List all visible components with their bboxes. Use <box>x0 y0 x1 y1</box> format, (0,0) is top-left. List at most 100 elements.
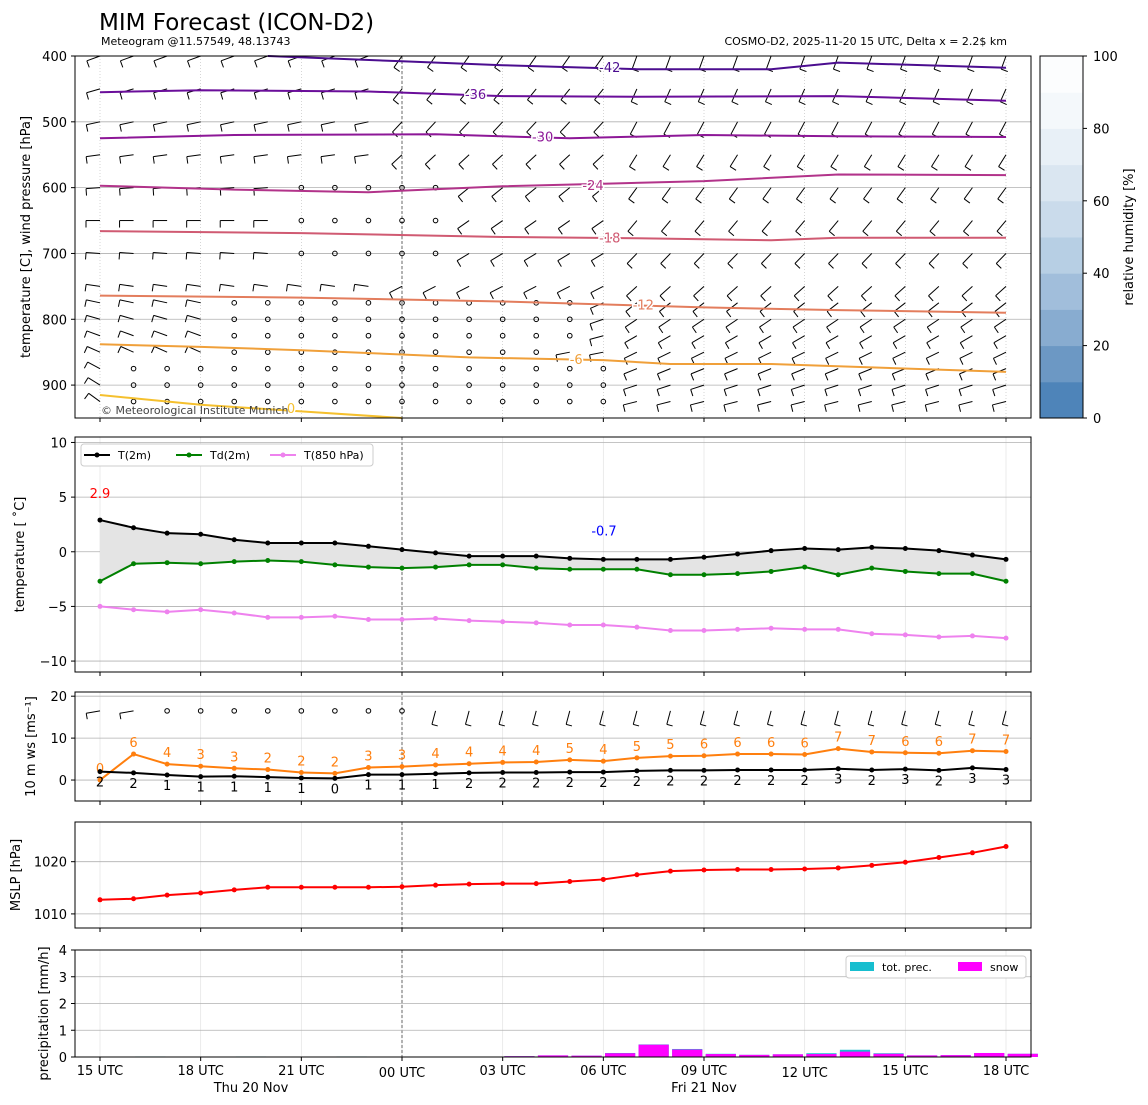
wind-barb <box>87 346 101 353</box>
wind-barb-flag <box>187 60 191 68</box>
wind-barb <box>320 283 335 287</box>
data-label: 4 <box>532 744 540 759</box>
wind-barb <box>465 710 470 725</box>
wind-barb-flag <box>891 373 896 381</box>
wind-barb <box>893 318 906 328</box>
wind-barb <box>693 285 705 297</box>
wind-barb <box>85 187 101 190</box>
series-point <box>399 764 405 770</box>
wind-barb-flag <box>660 263 667 269</box>
y-axis-label: precipitation [mm/h] <box>37 946 52 1080</box>
wind-barb <box>85 251 101 254</box>
wind-barb-flag <box>532 723 539 727</box>
wind-barb <box>690 401 705 406</box>
wind-barb <box>523 285 537 294</box>
wind-barb-calm <box>332 217 338 224</box>
series-point <box>869 767 875 773</box>
series-point <box>835 626 841 632</box>
series-point <box>298 769 304 775</box>
wind-barb <box>960 335 973 344</box>
wind-barb <box>963 220 973 232</box>
wind-barb <box>825 351 839 359</box>
wind-barb-calm <box>365 316 372 323</box>
day-label: Fri 21 Nov <box>671 1081 737 1096</box>
wind-barb-flag <box>666 723 673 727</box>
wind-barb-calm <box>264 332 271 339</box>
wind-barb-flag <box>86 92 89 100</box>
wind-barb-flag <box>524 196 531 203</box>
wind-barb <box>862 220 873 232</box>
wind-barb-flag <box>963 198 971 204</box>
wind-barb <box>695 187 705 200</box>
mslp-line <box>99 845 1007 901</box>
wind-barb <box>828 253 839 264</box>
wind-barb <box>557 253 571 262</box>
y-tick-label: 0 <box>59 774 67 789</box>
wind-barb <box>320 154 335 158</box>
wind-barb <box>894 285 906 297</box>
mslp-point <box>433 882 439 888</box>
wind-barb-flag <box>900 68 908 73</box>
data-label: 2 <box>532 776 540 791</box>
mslp-point <box>298 884 304 890</box>
wind-barb-flag <box>490 228 496 235</box>
wind-barb-calm <box>332 708 338 714</box>
wind-barb <box>925 401 940 406</box>
wind-barb <box>154 346 168 353</box>
wind-barb-flag <box>992 358 997 365</box>
data-label: 6 <box>129 736 137 751</box>
series-point <box>936 750 942 756</box>
wind-barb <box>431 710 437 725</box>
wind-barb <box>968 710 973 725</box>
wind-barb-calm <box>197 365 204 372</box>
series-point <box>164 761 170 767</box>
wind-barb-flag <box>218 284 221 292</box>
mslp-point <box>399 884 405 890</box>
wind-barb-flag <box>895 263 901 269</box>
wind-barb <box>758 351 772 359</box>
wind-barb-flag <box>83 346 88 354</box>
wind-barb-flag <box>119 713 122 720</box>
data-label: 3 <box>968 772 976 787</box>
wind-barb <box>589 335 604 340</box>
wind-barb-flag <box>830 166 838 171</box>
wind-barb-flag <box>527 67 535 72</box>
mslp-point <box>365 884 371 890</box>
data-label: 6 <box>733 736 741 751</box>
wind-barb <box>457 187 470 197</box>
series-point <box>567 566 573 572</box>
wind-barb-calm <box>231 300 238 306</box>
wind-barb-calm <box>231 349 238 355</box>
wind-barb <box>761 253 772 264</box>
data-label: 4 <box>163 746 171 761</box>
series-point <box>869 631 875 637</box>
wind-barb <box>760 285 772 297</box>
wind-barb-calm <box>399 332 405 339</box>
wind-barb <box>995 285 1007 297</box>
wind-barb <box>599 710 604 725</box>
wind-barb-calm <box>231 398 238 405</box>
series-point <box>835 572 841 578</box>
wind-barb <box>993 335 1007 344</box>
wind-barb-flag <box>623 389 627 397</box>
wind-barb <box>491 187 503 197</box>
wind-barb <box>460 55 470 68</box>
wind-barb-flag <box>287 60 292 68</box>
wind-barb-calm <box>600 382 607 388</box>
data-label: 1 <box>364 779 372 794</box>
wind-barb-flag <box>857 404 861 412</box>
series-point <box>332 775 338 781</box>
wind-barb-flag <box>758 342 763 350</box>
wind-barb <box>354 283 369 287</box>
mslp-point <box>500 881 506 887</box>
wind-barb <box>962 253 973 264</box>
wind-barb-flag <box>117 330 121 338</box>
wind-barb <box>594 55 604 68</box>
wind-barb <box>254 55 268 62</box>
wind-barb-flag <box>589 339 593 347</box>
wind-barb <box>489 285 503 294</box>
series-point <box>869 544 875 550</box>
y-tick-label: 0 <box>59 546 67 561</box>
wind-barb-flag <box>762 198 769 204</box>
wind-barb <box>153 55 168 62</box>
